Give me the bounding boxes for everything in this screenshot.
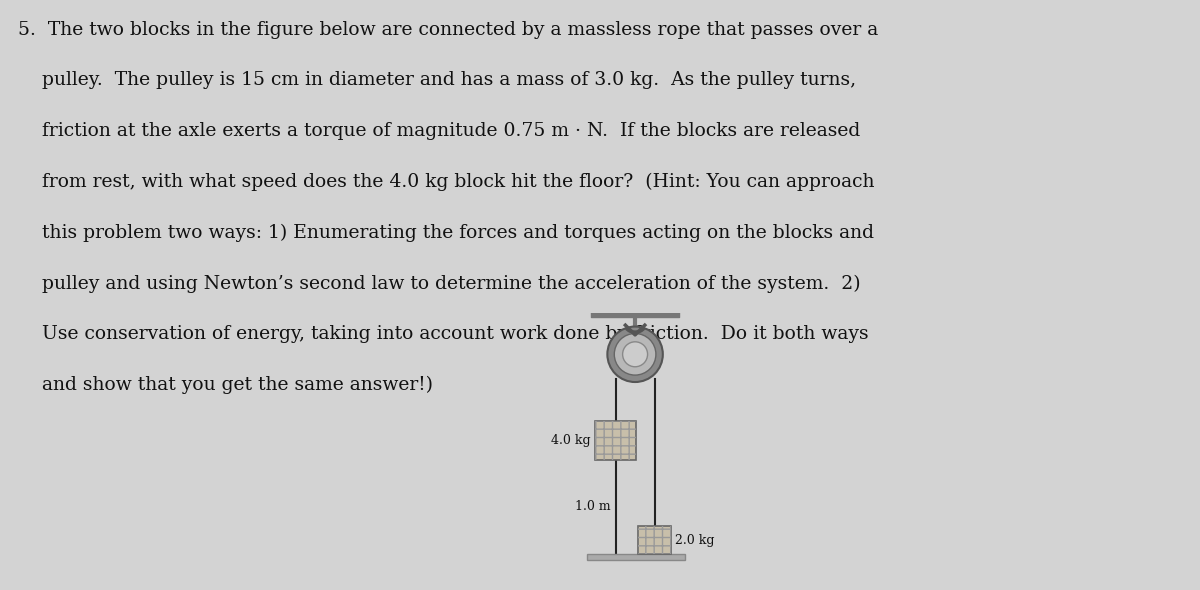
Circle shape — [623, 342, 648, 367]
Text: this problem two ways: 1) Enumerating the forces and torques acting on the block: this problem two ways: 1) Enumerating th… — [18, 224, 874, 242]
Bar — [595, 421, 636, 460]
Text: and show that you get the same answer!): and show that you get the same answer!) — [18, 376, 433, 394]
Text: 4.0 kg: 4.0 kg — [551, 434, 590, 447]
Bar — [638, 526, 671, 554]
Text: pulley.  The pulley is 15 cm in diameter and has a mass of 3.0 kg.  As the pulle: pulley. The pulley is 15 cm in diameter … — [18, 71, 856, 90]
Text: 1.0 m: 1.0 m — [575, 500, 610, 513]
Text: 2.0 kg: 2.0 kg — [676, 533, 715, 546]
Text: 5.  The two blocks in the figure below are connected by a massless rope that pas: 5. The two blocks in the figure below ar… — [18, 21, 878, 39]
Bar — [587, 554, 685, 560]
Text: from rest, with what speed does the 4.0 kg block hit the floor?  (Hint: You can : from rest, with what speed does the 4.0 … — [18, 173, 875, 191]
Text: friction at the axle exerts a torque of magnitude 0.75 m · N.  If the blocks are: friction at the axle exerts a torque of … — [18, 122, 860, 140]
Bar — [638, 526, 671, 554]
Bar — [595, 421, 636, 460]
Circle shape — [614, 333, 656, 375]
Text: pulley and using Newton’s second law to determine the acceleration of the system: pulley and using Newton’s second law to … — [18, 274, 860, 293]
Text: Use conservation of energy, taking into account work done by friction.  Do it bo: Use conservation of energy, taking into … — [18, 325, 869, 343]
Circle shape — [607, 326, 662, 382]
